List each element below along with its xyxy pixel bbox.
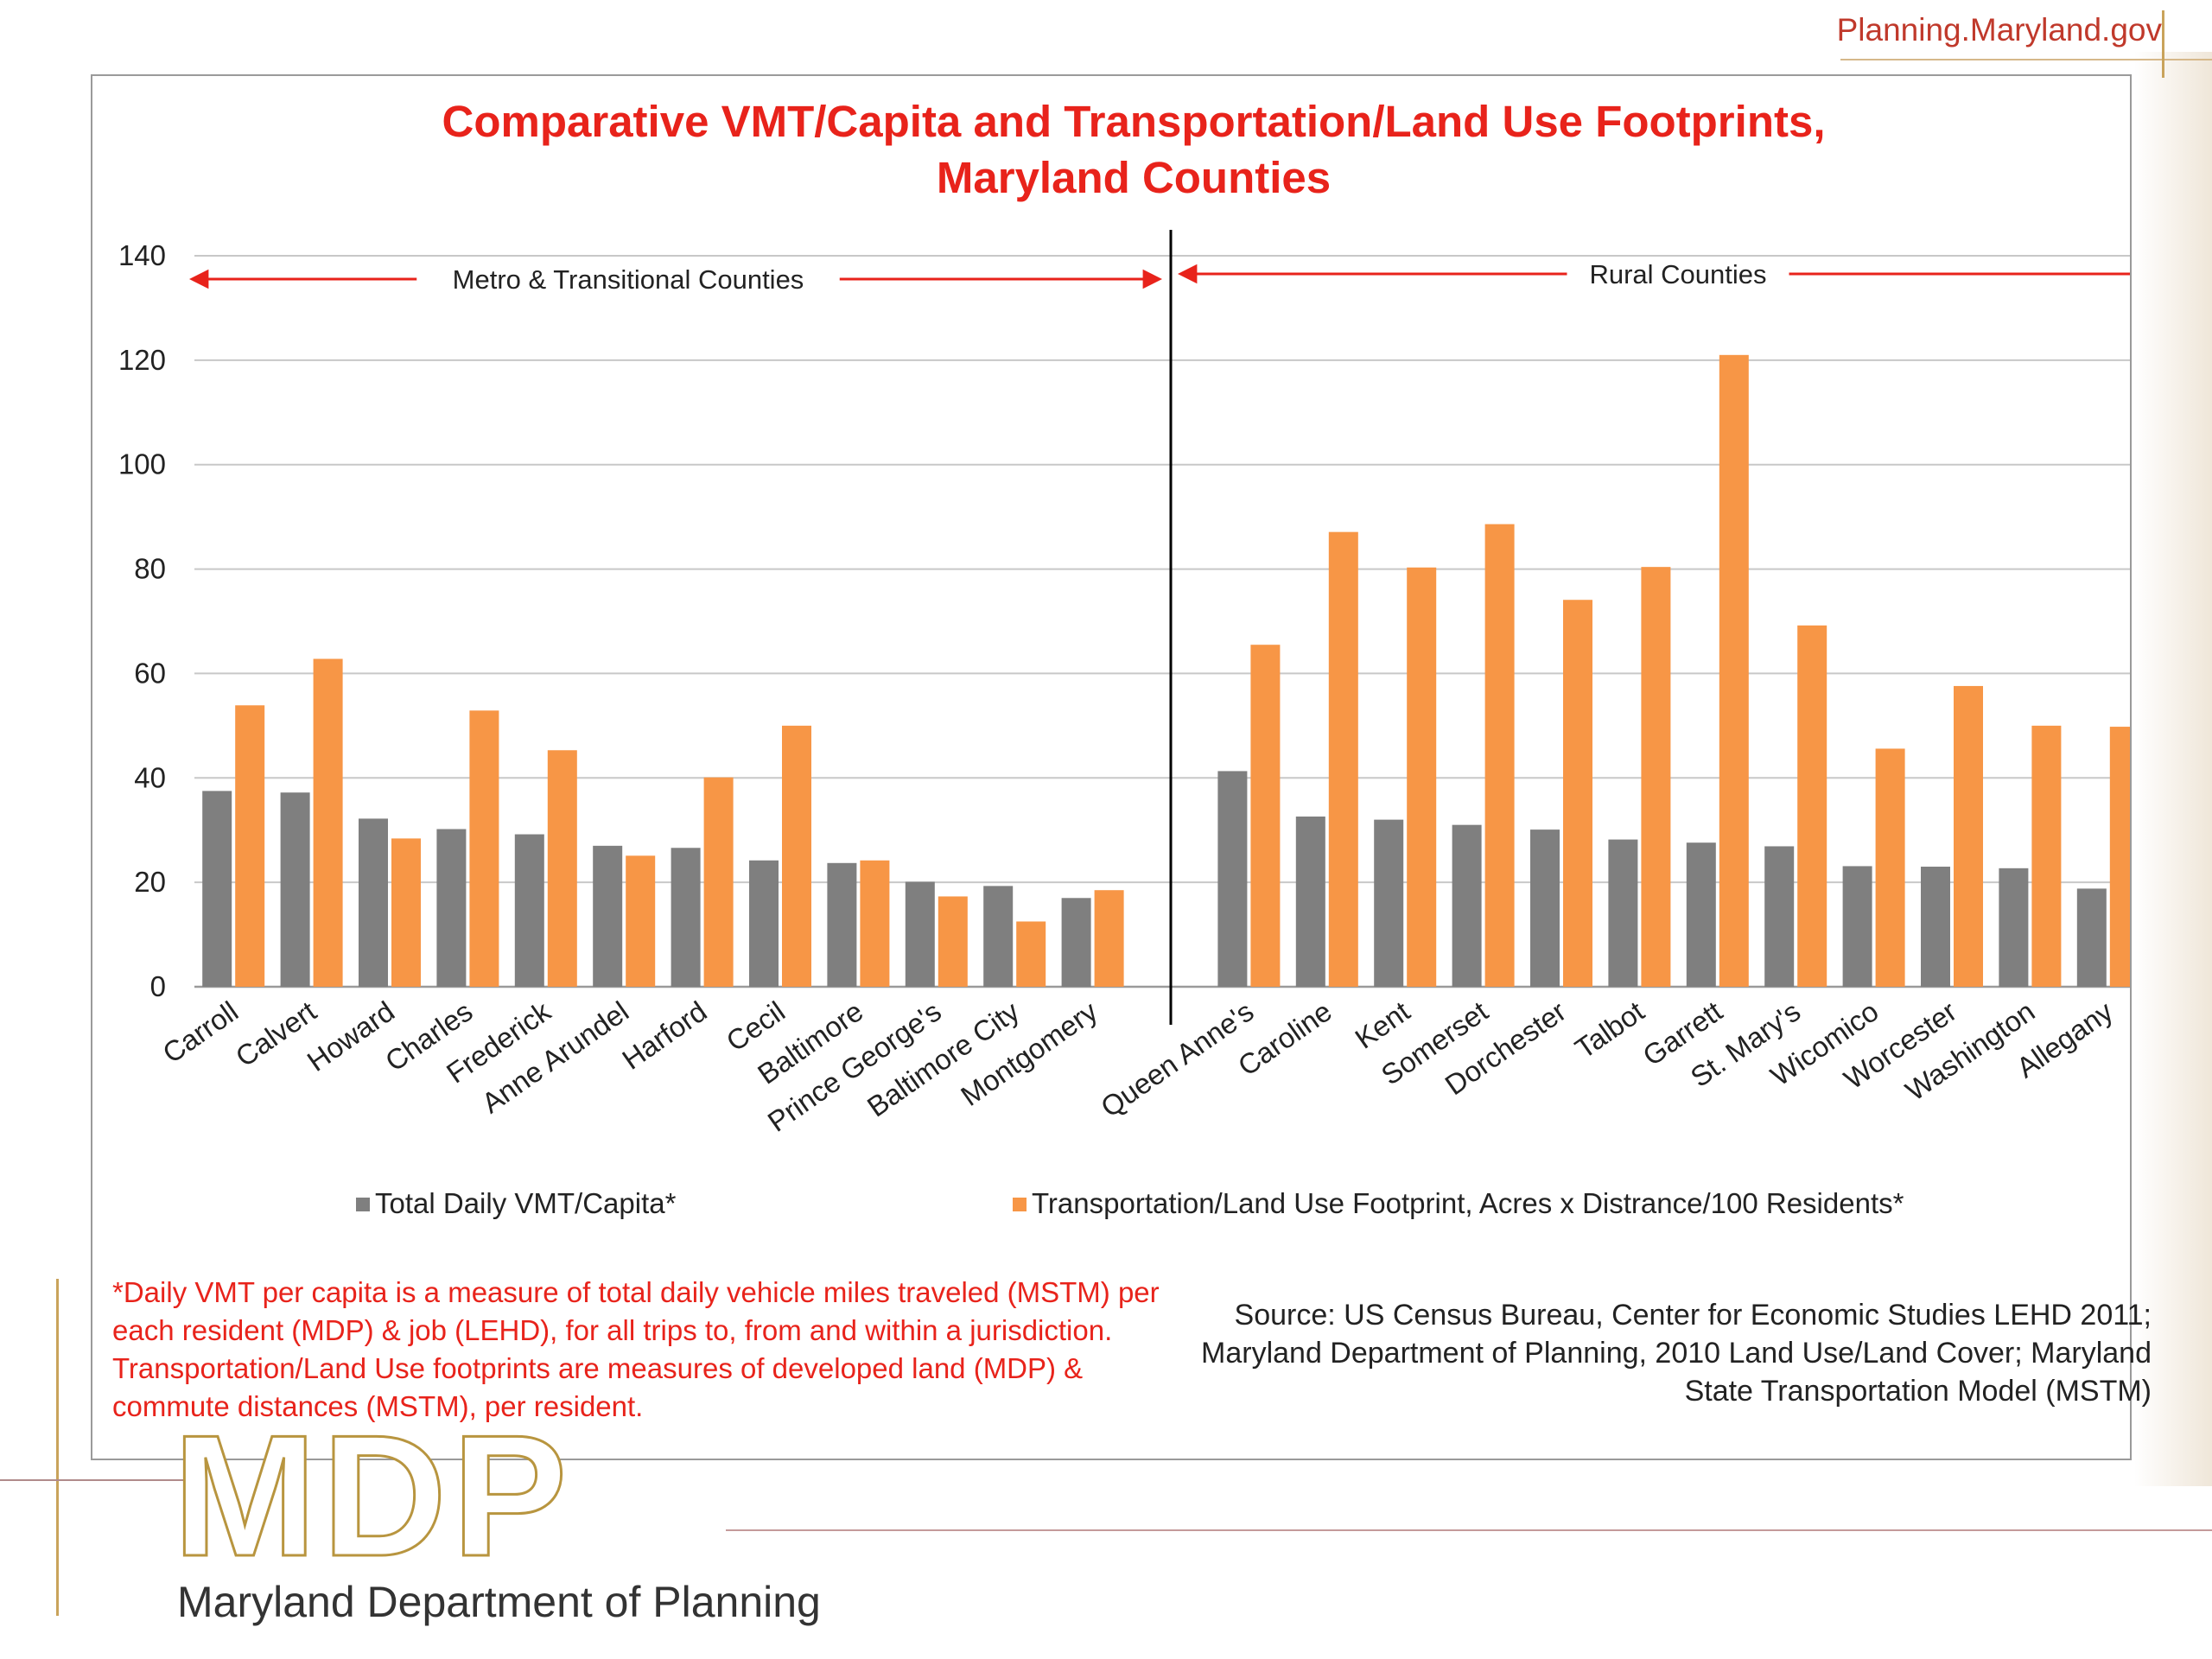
bar-footprint: [1250, 645, 1281, 987]
bar-footprint: [547, 750, 577, 987]
y-tick-label: 120: [118, 344, 166, 376]
bar-vmt: [436, 829, 467, 987]
top-gold-divider: [2162, 10, 2164, 78]
group-label: Metro & Transitional Counties: [453, 264, 804, 295]
top-gold-line: [1840, 59, 2212, 60]
bar-vmt: [593, 845, 623, 987]
bottom-maroon-line: [726, 1529, 2212, 1531]
bar-vmt: [1061, 898, 1091, 987]
bar-vmt: [1374, 819, 1404, 987]
group-label: Rural Counties: [1589, 259, 1766, 289]
bar-footprint: [1875, 748, 1905, 987]
legend-swatch-footprint: [1013, 1198, 1027, 1211]
group-arrow-head-left: [1178, 264, 1198, 284]
org-name: Maryland Department of Planning: [177, 1578, 821, 1626]
bar-vmt: [1530, 830, 1560, 987]
bar-vmt: [514, 834, 544, 987]
chart-frame: Comparative VMT/Capita and Transportatio…: [91, 74, 2132, 1460]
bar-vmt: [2076, 888, 2107, 987]
bar-footprint: [2031, 725, 2062, 987]
site-url-link[interactable]: Planning.Maryland.gov: [1836, 12, 2162, 48]
y-tick-label: 100: [118, 448, 166, 480]
bar-vmt: [280, 792, 310, 987]
bar-vmt: [905, 881, 935, 987]
mdp-logo: MDP: [173, 1434, 572, 1573]
bar-vmt: [1921, 867, 1950, 987]
bar-footprint: [938, 896, 968, 987]
bar-footprint: [1016, 921, 1046, 987]
bar-vmt: [1686, 842, 1716, 987]
bar-vmt: [827, 862, 857, 987]
y-tick-label: 20: [134, 866, 166, 898]
bar-footprint: [1328, 531, 1358, 987]
chart-title-line2: Maryland Counties: [937, 153, 1331, 202]
bar-vmt: [1999, 868, 2029, 987]
x-tick-label: Carroll: [156, 995, 244, 1069]
footnote: *Daily VMT per capita is a measure of to…: [112, 1276, 1160, 1422]
bar-footprint: [1563, 600, 1592, 987]
group-arrow-head-right: [1142, 269, 1162, 289]
bar-footprint: [782, 725, 811, 987]
bar-vmt: [749, 860, 779, 987]
bar-footprint: [1719, 354, 1749, 987]
bar-vmt: [202, 791, 232, 987]
bar-footprint: [2109, 727, 2130, 987]
chart-title-line1: Comparative VMT/Capita and Transportatio…: [442, 97, 1826, 146]
bar-vmt: [359, 818, 388, 987]
bar-footprint: [391, 838, 421, 987]
bar-vmt: [983, 886, 1014, 987]
bar-vmt: [671, 848, 701, 987]
y-tick-label: 0: [150, 970, 166, 1002]
bar-vmt: [1295, 817, 1325, 987]
bar-footprint: [1641, 567, 1671, 987]
logo-left-line: [0, 1479, 186, 1481]
bar-footprint: [626, 855, 656, 987]
bar-vmt: [1764, 846, 1795, 987]
right-edge-fade: [2134, 52, 2212, 1486]
group-arrow-head-left: [189, 269, 209, 289]
y-tick-label: 80: [134, 553, 166, 585]
bar-vmt: [1452, 824, 1482, 987]
bar-chart: Comparative VMT/Capita and Transportatio…: [118, 97, 2130, 1219]
bar-vmt: [1217, 771, 1248, 987]
x-tick-label: Harford: [616, 995, 712, 1075]
y-tick-label: 40: [134, 761, 166, 793]
bar-footprint: [1407, 567, 1437, 987]
bar-vmt: [1842, 866, 1872, 987]
x-tick-label: Talbot: [1569, 995, 1649, 1065]
source-note: Source: US Census Bureau, Center for Eco…: [1201, 1299, 2152, 1408]
bar-footprint: [469, 710, 499, 987]
x-tick-label: Howard: [302, 995, 400, 1077]
bar-footprint: [1797, 625, 1827, 987]
bar-footprint: [235, 705, 265, 987]
legend-label-footprint: Transportation/Land Use Footprint, Acres…: [1032, 1187, 1904, 1219]
y-tick-label: 140: [118, 239, 166, 271]
y-tick-label: 60: [134, 657, 166, 689]
legend-label-vmt: Total Daily VMT/Capita*: [375, 1187, 677, 1219]
bar-vmt: [1608, 839, 1638, 987]
bar-footprint: [703, 777, 734, 987]
mdp-logo-letters: MDP: [173, 1434, 572, 1573]
bar-footprint: [1094, 890, 1124, 987]
bar-footprint: [860, 860, 890, 987]
bar-footprint: [1484, 524, 1515, 987]
bar-footprint: [1954, 685, 1983, 987]
bar-footprint: [313, 658, 343, 987]
legend-swatch-vmt: [356, 1198, 370, 1211]
left-gold-line: [56, 1279, 59, 1616]
